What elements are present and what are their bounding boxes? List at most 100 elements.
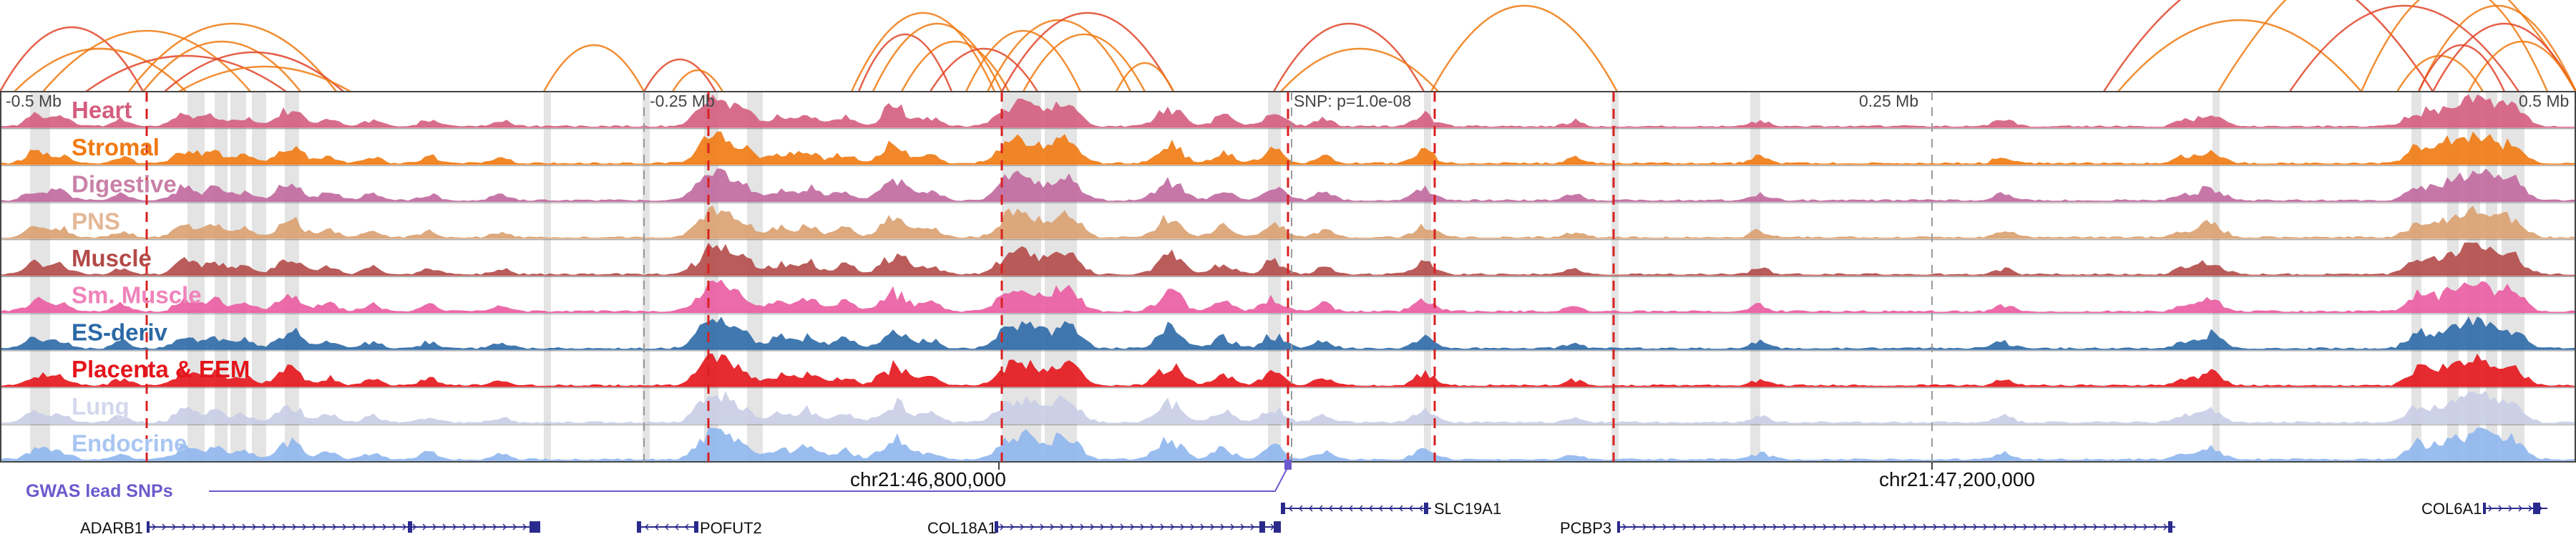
- track-label: Lung: [72, 393, 130, 420]
- strand-arrow: [322, 523, 327, 531]
- strand-arrow: [674, 523, 679, 531]
- gene-label-col6a1[interactable]: COL6A1: [2421, 500, 2482, 518]
- strand-arrow: [372, 523, 377, 531]
- strand-arrow: [1782, 523, 1787, 531]
- strand-arrow: [1652, 523, 1657, 531]
- strand-arrow: [1843, 523, 1848, 531]
- strand-arrow: [212, 523, 217, 531]
- gene-exon: [147, 521, 150, 533]
- strand-arrow: [1772, 523, 1777, 531]
- strand-arrow: [1030, 523, 1035, 531]
- strand-arrow: [1230, 523, 1235, 531]
- strand-arrow: [1110, 523, 1115, 531]
- track-label: Digestive: [72, 171, 177, 198]
- loop-arc: [1280, 47, 1439, 92]
- ruler: -0.5 Mb -0.25 Mb SNP: p=1.0e-08 0.25 Mb …: [6, 92, 2569, 110]
- track-signal: [0, 168, 2576, 202]
- loop-arc: [1022, 33, 1146, 92]
- gene-model-pcbp3: [1617, 521, 2175, 533]
- strand-arrow: [644, 523, 649, 531]
- loop-arc: [929, 47, 1039, 92]
- gene-exon: [1259, 521, 1265, 533]
- loop-arc: [85, 54, 287, 93]
- strand-arrow: [1358, 505, 1363, 512]
- loop-arc: [1272, 23, 1425, 92]
- strand-arrow: [272, 523, 277, 531]
- gene-exon: [1281, 503, 1285, 514]
- gene-exon: [408, 521, 412, 533]
- strand-arrow: [1250, 523, 1255, 531]
- gwas-snp-marker[interactable]: [1284, 460, 1292, 470]
- strand-arrow: [1923, 523, 1928, 531]
- strand-arrow: [1308, 505, 1313, 512]
- strand-arrow: [402, 523, 407, 531]
- track-label: ES-deriv: [72, 319, 168, 345]
- strand-arrow: [2053, 523, 2058, 531]
- track-signal: [0, 131, 2576, 165]
- track-signal: [0, 95, 2576, 127]
- strand-arrow: [1762, 523, 1767, 531]
- gwas-label: GWAS lead SNPs: [26, 481, 173, 501]
- strand-arrow: [1752, 523, 1757, 531]
- strand-arrow: [2103, 523, 2108, 531]
- gene-exon: [637, 521, 641, 533]
- strand-arrow: [1622, 523, 1627, 531]
- gene-exon: [1424, 503, 1428, 514]
- strand-arrow: [2113, 523, 2118, 531]
- strand-arrow: [1288, 505, 1293, 512]
- strand-arrow: [1298, 505, 1303, 512]
- track-label: Endocrine: [72, 430, 187, 457]
- loop-arc: [1430, 4, 1619, 92]
- strand-arrow: [172, 523, 177, 531]
- strand-arrow: [482, 523, 487, 531]
- loop-arc: [857, 34, 953, 92]
- strand-arrow: [1348, 505, 1353, 512]
- strand-arrow: [664, 523, 669, 531]
- strand-arrow: [2133, 523, 2138, 531]
- strand-arrow: [2123, 523, 2128, 531]
- strand-arrow: [1863, 523, 1868, 531]
- strand-arrow: [1070, 523, 1075, 531]
- loop-arc: [900, 40, 1010, 92]
- track-signal: [0, 279, 2576, 313]
- strand-arrow: [1722, 523, 1727, 531]
- strand-arrow: [2093, 523, 2098, 531]
- strand-arrow: [1642, 523, 1647, 531]
- gene-label-adarb1[interactable]: ADARB1: [80, 519, 143, 537]
- gene-exon: [694, 521, 698, 533]
- gene-label-slc19a1[interactable]: SLC19A1: [1434, 500, 1501, 518]
- strand-arrow: [252, 523, 257, 531]
- strand-arrow: [2003, 523, 2008, 531]
- loop-arc: [2467, 40, 2576, 92]
- loop-arc: [965, 29, 1082, 92]
- strand-arrow: [1130, 523, 1135, 531]
- loop-arc: [643, 58, 717, 92]
- strand-arrow: [1702, 523, 1707, 531]
- track-signal: [0, 205, 2576, 238]
- coordinate-axis: chr21:46,800,000 chr21:47,200,000: [850, 462, 2035, 490]
- loop-arc: [2396, 54, 2484, 92]
- gene-label-col18a1[interactable]: COL18A1: [927, 519, 997, 537]
- strand-arrow: [1883, 523, 1888, 531]
- loop-arc: [0, 26, 145, 92]
- gene-model-col18a1: [995, 521, 1281, 533]
- gene-label-pofut2[interactable]: POFUT2: [700, 519, 762, 537]
- strand-arrow: [1338, 505, 1343, 512]
- strand-arrow: [1983, 523, 1988, 531]
- loop-arcs: [0, 0, 2576, 93]
- strand-arrow: [1712, 523, 1717, 531]
- strand-arrow: [1240, 523, 1245, 531]
- strand-arrow: [312, 523, 317, 531]
- strand-arrow: [1682, 523, 1687, 531]
- strand-arrow: [1813, 523, 1818, 531]
- gene-label-pcbp3[interactable]: PCBP3: [1560, 519, 1611, 537]
- strand-arrow: [432, 523, 437, 531]
- strand-arrow: [332, 523, 337, 531]
- strand-arrow: [442, 523, 447, 531]
- strand-arrow: [512, 523, 517, 531]
- loop-arc: [671, 69, 724, 92]
- track-label: PNS: [72, 208, 120, 234]
- strand-arrow: [1368, 505, 1373, 512]
